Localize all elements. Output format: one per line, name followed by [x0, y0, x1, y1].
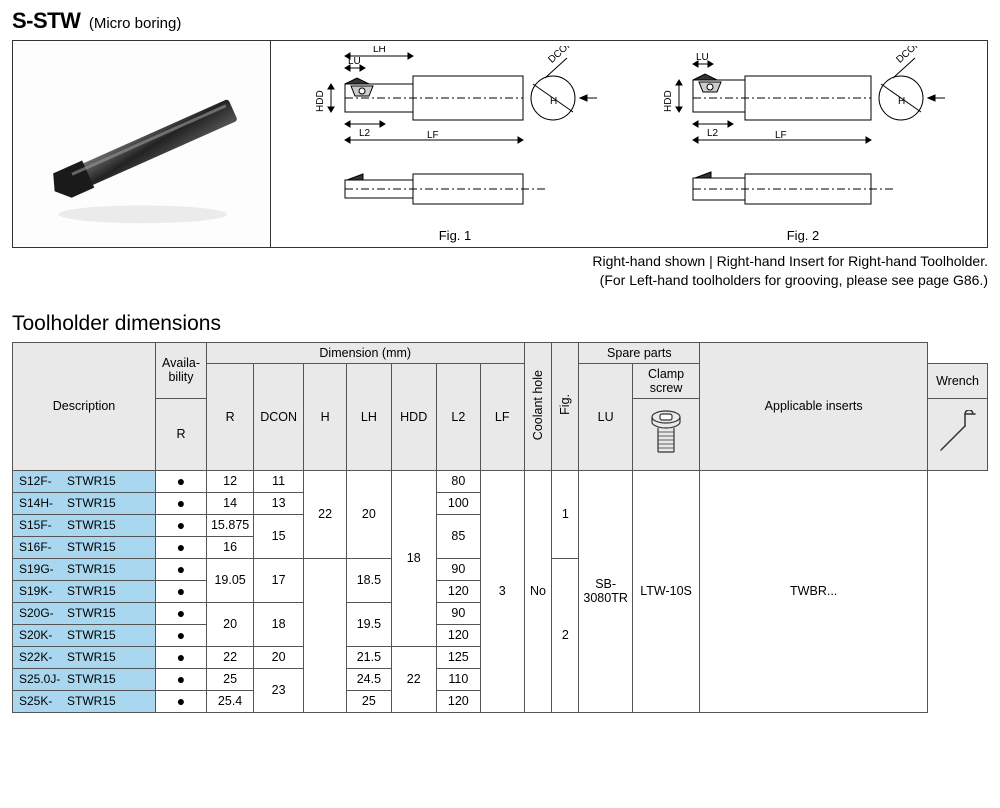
clamp-screw-icon	[632, 398, 699, 470]
th-coolant: Coolant hole	[524, 342, 552, 470]
title-sub: (Micro boring)	[89, 15, 182, 32]
th-R: R	[206, 363, 253, 470]
title-main: S-STW	[12, 8, 80, 33]
th-HDD: HDD	[391, 363, 436, 470]
th-LF: LF	[480, 363, 524, 470]
svg-text:HDD: HDD	[315, 90, 326, 112]
svg-text:H: H	[898, 96, 905, 107]
note-line-2: (For Left-hand toolholders for grooving,…	[12, 271, 988, 290]
figure-2: H LU HDD DCON L2 LF	[658, 46, 948, 243]
note-line-1: Right-hand shown | Right-hand Insert for…	[12, 252, 988, 271]
th-H: H	[304, 363, 347, 470]
th-R-icon: R	[156, 398, 207, 470]
th-dimension: Dimension (mm)	[206, 342, 524, 363]
svg-text:L2: L2	[359, 128, 371, 139]
th-spare: Spare parts	[579, 342, 700, 363]
svg-text:LH: LH	[373, 46, 386, 55]
fig2-label: Fig. 2	[658, 228, 948, 243]
th-L2: L2	[436, 363, 480, 470]
svg-text:LU: LU	[696, 52, 709, 63]
svg-text:DCON: DCON	[894, 46, 923, 66]
table-body: S12F-STWR15 ●1211 22 20 18 80 3 No 1 SB-…	[13, 470, 988, 712]
svg-text:LU: LU	[348, 56, 361, 67]
th-availability: Availa- bility	[156, 342, 207, 398]
table-row: S12F-STWR15 ●1211 22 20 18 80 3 No 1 SB-…	[13, 470, 988, 492]
svg-text:HDD: HDD	[663, 90, 674, 112]
th-description: Description	[13, 342, 156, 470]
svg-text:L2: L2	[707, 128, 719, 139]
th-fig: Fig.	[552, 342, 579, 470]
th-LU: LU	[579, 363, 632, 470]
product-photo	[13, 41, 271, 247]
wrench-icon	[928, 398, 988, 470]
svg-text:H: H	[550, 96, 557, 107]
fig1-label: Fig. 1	[310, 228, 600, 243]
dimensions-table: Description Availa- bility Dimension (mm…	[12, 342, 988, 713]
page-title: S-STW (Micro boring)	[12, 8, 988, 34]
technical-diagrams: H LH LU HDD	[271, 41, 987, 247]
th-clamp: Clamp screw	[632, 363, 699, 398]
th-inserts: Applicable inserts	[700, 342, 928, 470]
th-LH: LH	[347, 363, 391, 470]
handedness-note: Right-hand shown | Right-hand Insert for…	[12, 252, 988, 290]
figure-1: H LH LU HDD	[310, 46, 600, 243]
section-heading: Toolholder dimensions	[12, 312, 988, 336]
svg-text:LF: LF	[427, 130, 439, 141]
svg-text:LF: LF	[775, 130, 787, 141]
svg-text:DCON: DCON	[546, 46, 575, 66]
top-figure-box: H LH LU HDD	[12, 40, 988, 248]
th-DCON: DCON	[254, 363, 304, 470]
th-wrench: Wrench	[928, 363, 988, 398]
